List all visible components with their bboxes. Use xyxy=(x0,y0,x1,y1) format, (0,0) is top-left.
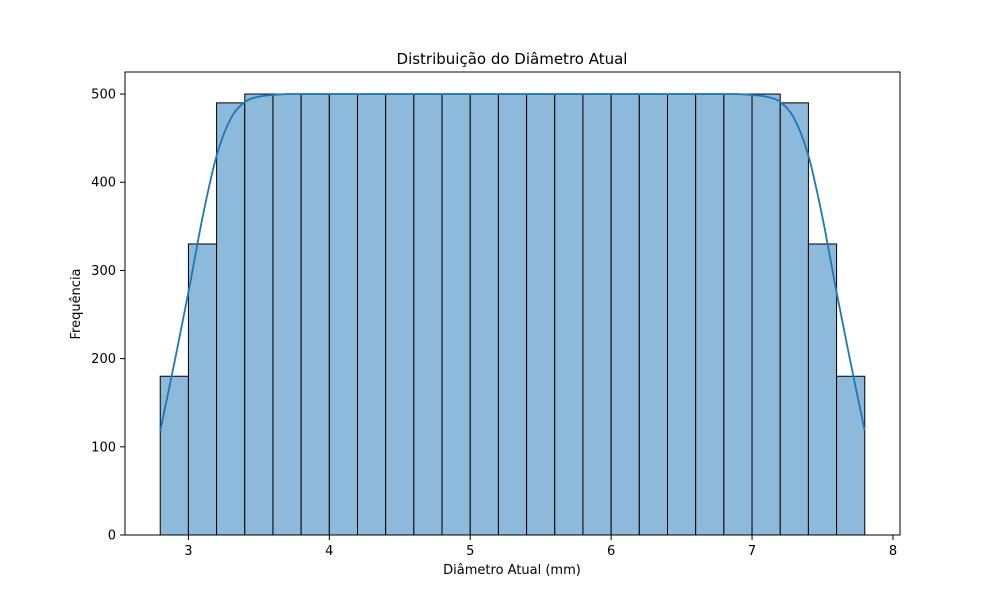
histogram-bar-2 xyxy=(187,243,218,536)
histogram-bar-3 xyxy=(216,102,246,536)
histogram-bar-10 xyxy=(413,93,443,536)
histogram-bar-4 xyxy=(244,93,274,536)
histogram-bar-22 xyxy=(751,93,781,536)
histogram-bar-23 xyxy=(779,102,809,536)
histogram-bar-21 xyxy=(723,93,753,536)
histogram-bar-11 xyxy=(441,93,471,536)
histogram-bar-20 xyxy=(695,93,725,536)
y-ticks: 0 100 200 300 400 500 xyxy=(91,88,125,544)
histogram-bar-9 xyxy=(385,93,415,536)
y-tick-label: 300 xyxy=(91,264,116,279)
kde-line xyxy=(159,93,866,432)
histogram-bar-18 xyxy=(638,93,668,536)
histogram-bar-17 xyxy=(610,93,640,536)
x-tick-label: 8 xyxy=(889,544,897,559)
y-axis-label: Frequência xyxy=(69,268,84,339)
x-tick-label: 3 xyxy=(184,544,192,559)
x-tick-label: 4 xyxy=(325,544,333,559)
histogram-bar-19 xyxy=(667,93,697,536)
histogram-bar-24 xyxy=(807,243,838,536)
y-tick-label: 400 xyxy=(91,176,116,191)
plot-frame xyxy=(124,71,901,536)
histogram-bar-14 xyxy=(526,93,556,536)
histogram-bar-5 xyxy=(272,93,302,536)
histogram-bar-16 xyxy=(582,93,612,536)
y-tick-label: 0 xyxy=(108,529,116,544)
histogram-bar-15 xyxy=(554,93,584,536)
y-tick-label: 500 xyxy=(91,88,116,103)
histogram-bar-25 xyxy=(836,375,866,536)
chart-title: Distribuição do Diâmetro Atual xyxy=(397,50,628,68)
x-tick-label: 5 xyxy=(466,544,474,559)
y-tick-label: 100 xyxy=(91,440,116,455)
y-tick-label: 200 xyxy=(91,352,116,367)
histogram-bar-8 xyxy=(357,93,387,536)
x-tick-label: 6 xyxy=(607,544,615,559)
bars-group xyxy=(159,93,866,536)
histogram-bar-7 xyxy=(328,93,358,536)
x-tick-label: 7 xyxy=(748,544,756,559)
histogram-bar-6 xyxy=(300,93,330,536)
histogram-bar-1 xyxy=(159,375,189,536)
x-axis-label: Diâmetro Atual (mm) xyxy=(443,563,581,578)
histogram-bar-13 xyxy=(497,93,528,536)
x-ticks: 3 4 5 6 7 8 xyxy=(184,535,897,559)
histogram-bar-12 xyxy=(469,93,499,536)
